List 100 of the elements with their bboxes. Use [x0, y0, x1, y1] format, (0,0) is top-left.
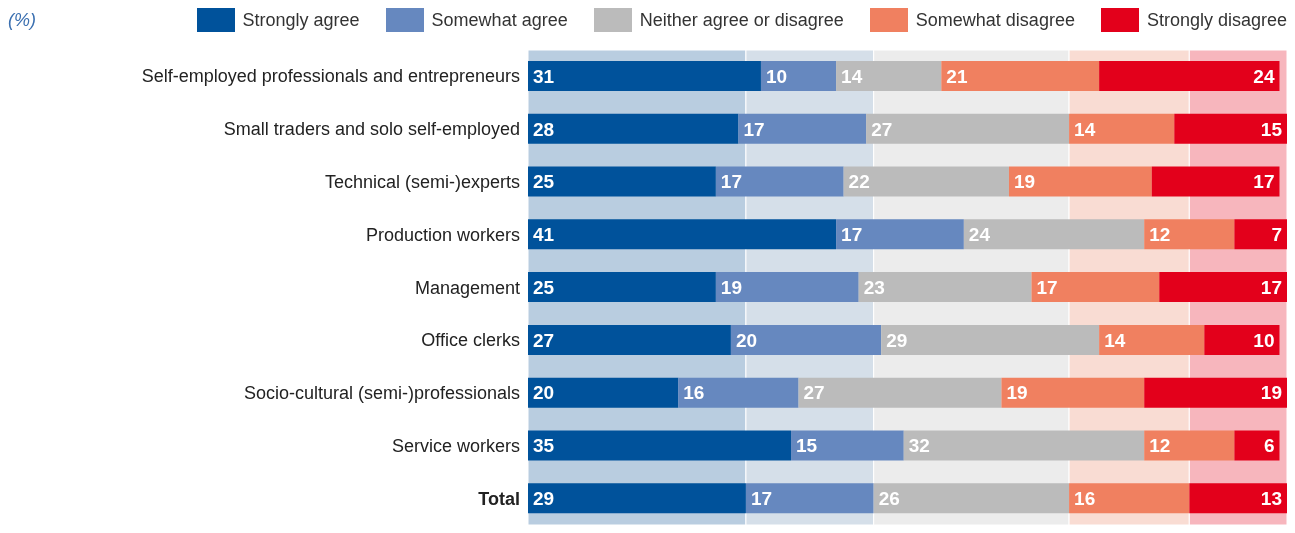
- bar: [1151, 166, 1280, 197]
- bar: [715, 166, 844, 197]
- data-label: 19: [720, 276, 743, 298]
- y-tick-label: Production workers: [365, 224, 520, 245]
- y-tick-label: Socio-cultural (semi-)professionals: [243, 383, 520, 404]
- data-label: 13: [1260, 487, 1282, 509]
- y-tick-label: Technical (semi-)experts: [324, 171, 520, 192]
- y-tick-label: Small traders and solo self-employed: [223, 119, 520, 140]
- bar: [791, 430, 904, 461]
- bar: [941, 61, 1100, 91]
- data-label: 16: [683, 382, 705, 404]
- bar: [528, 166, 716, 197]
- data-label: 22: [848, 171, 870, 193]
- bar: [881, 324, 1100, 355]
- bar: [730, 324, 882, 355]
- data-label: 14: [1104, 329, 1126, 351]
- bar: [745, 483, 874, 514]
- data-label: 26: [878, 487, 900, 509]
- bar: [1069, 483, 1190, 514]
- y-tick-label: Self-employed professionals and entrepreneurs: [141, 66, 520, 87]
- text: (%): [8, 10, 36, 31]
- legend-label: Neither agree or disagree: [638, 8, 844, 32]
- data-label: 12: [1149, 435, 1171, 457]
- data-label: 17: [743, 118, 765, 140]
- legend-label: Strongly disagree: [1145, 8, 1287, 32]
- bar: [1099, 324, 1205, 355]
- data-label: 21: [946, 65, 968, 87]
- bar: [1069, 113, 1175, 144]
- data-label: 29: [886, 329, 908, 351]
- bar: [903, 430, 1145, 461]
- data-label: 29: [533, 487, 555, 509]
- legend-label: Strongly agree: [241, 8, 360, 32]
- data-label: 17: [1036, 276, 1058, 298]
- y-tick-label: Management: [414, 277, 520, 298]
- data-label: 20: [735, 329, 758, 351]
- bar: [1144, 430, 1235, 461]
- data-label: 25: [533, 276, 555, 298]
- bar: [1174, 113, 1287, 144]
- data-label: 41: [533, 224, 555, 246]
- bar: [528, 61, 761, 91]
- data-label: 17: [1260, 276, 1282, 298]
- legend-label: Somewhat agree: [430, 8, 568, 32]
- bar: [1008, 166, 1152, 197]
- data-label: 27: [871, 118, 893, 140]
- data-label: 16: [1074, 487, 1096, 509]
- data-label: 24: [968, 224, 991, 246]
- legend-label: Somewhat disagree: [914, 8, 1075, 32]
- bar: [1031, 272, 1160, 303]
- bar: [1204, 324, 1280, 355]
- bar: [873, 483, 1070, 514]
- bar: [528, 377, 679, 408]
- bar: [866, 113, 1070, 144]
- data-label: 17: [720, 171, 743, 193]
- bar: [528, 219, 837, 250]
- data-label: 19: [1260, 382, 1282, 404]
- data-label: 27: [533, 329, 555, 351]
- data-label: 31: [533, 65, 555, 87]
- bar: [738, 113, 867, 144]
- data-label: 17: [1253, 171, 1275, 193]
- bar: [1159, 272, 1287, 303]
- data-label: 14: [841, 65, 863, 87]
- bar: [528, 430, 792, 461]
- y-tick-label: Total: [478, 488, 520, 509]
- bar: [1234, 219, 1287, 250]
- data-label: 23: [863, 276, 885, 298]
- bar: [1234, 430, 1280, 461]
- data-label: 15: [1260, 118, 1283, 140]
- data-label: 35: [533, 435, 555, 457]
- y-tick-label: Office clerks: [421, 330, 520, 351]
- bar: [836, 219, 964, 250]
- data-label: 27: [803, 382, 825, 404]
- data-label: 10: [765, 65, 788, 87]
- data-label: 12: [1149, 224, 1171, 246]
- bar: [1099, 61, 1280, 91]
- data-label: 6: [1263, 435, 1275, 457]
- bar: [858, 272, 1032, 303]
- data-label: 17: [750, 487, 773, 509]
- bar: [528, 324, 731, 355]
- bar: [528, 483, 746, 514]
- data-label: 14: [1074, 118, 1096, 140]
- data-label: 20: [533, 382, 555, 404]
- bar: [843, 166, 1009, 197]
- data-label: 19: [1013, 171, 1036, 193]
- bar: [1144, 377, 1287, 408]
- bar: [528, 113, 739, 144]
- bar: [715, 272, 859, 303]
- data-label: 17: [841, 224, 863, 246]
- bar: [1001, 377, 1145, 408]
- bar: [963, 219, 1145, 250]
- bar: [678, 377, 799, 408]
- data-label: 28: [533, 118, 555, 140]
- bar: [836, 61, 942, 91]
- data-label: 7: [1271, 224, 1282, 246]
- data-label: 32: [908, 435, 930, 457]
- data-label: 19: [1006, 382, 1028, 404]
- data-label: 15: [796, 435, 818, 457]
- data-label: 10: [1253, 329, 1275, 351]
- y-tick-label: Service workers: [391, 435, 520, 456]
- bar: [1144, 219, 1235, 250]
- bar: [760, 61, 837, 91]
